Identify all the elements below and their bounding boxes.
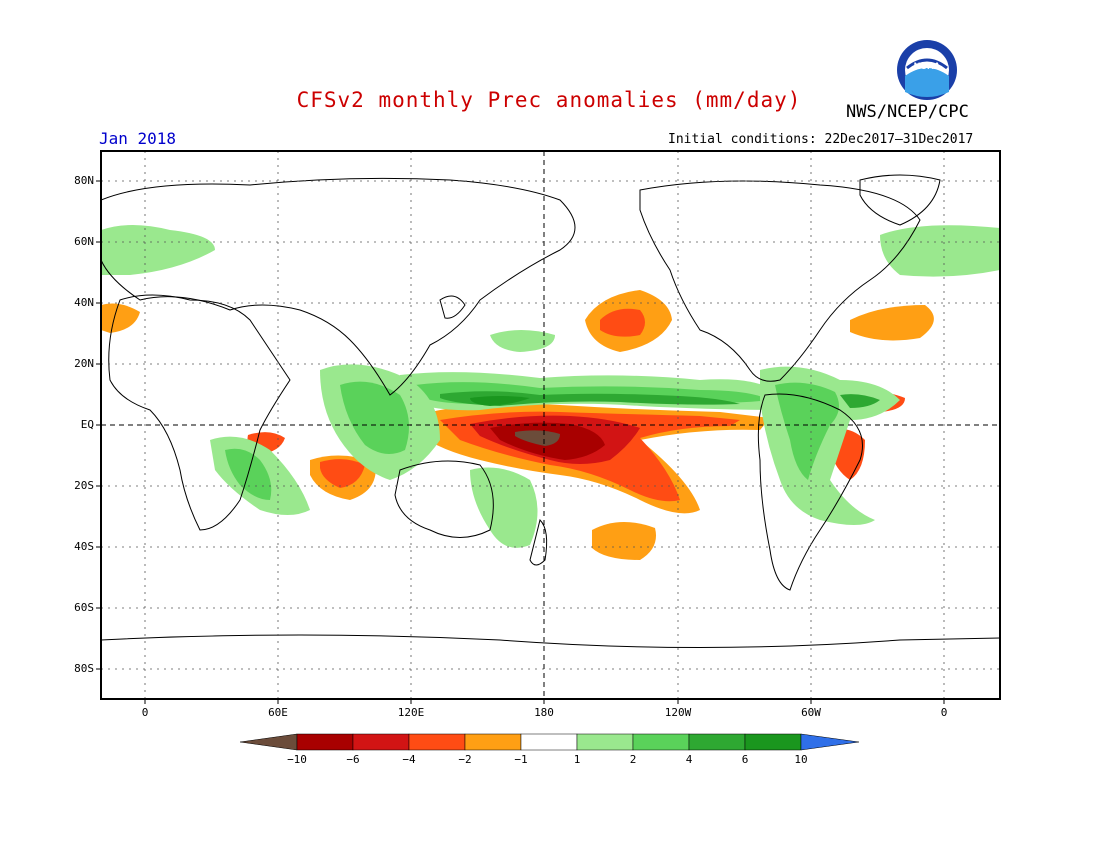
wet-anomaly-north-pacific-max bbox=[470, 396, 530, 406]
coast-antarctica bbox=[101, 634, 1000, 648]
legend-tick-label: 10 bbox=[794, 753, 808, 766]
legend-tick-label: 6 bbox=[741, 753, 749, 766]
lon-label: 60E bbox=[268, 706, 288, 719]
coast-greenland bbox=[859, 174, 941, 226]
lon-label: 180 bbox=[534, 706, 554, 719]
dry-anomaly-nw-atlantic bbox=[850, 305, 934, 341]
dry-anomaly-europe bbox=[101, 303, 140, 333]
wet-anomaly-south-america-core bbox=[775, 382, 839, 480]
wet-anomaly-nw-pacific bbox=[490, 330, 555, 352]
anomaly-shading bbox=[101, 225, 1000, 560]
month-label: Jan 2018 bbox=[99, 129, 177, 148]
coast-australia bbox=[394, 460, 494, 538]
wet-anomaly-australia bbox=[470, 467, 538, 548]
organization-label: NWS/NCEP/CPC bbox=[846, 102, 969, 122]
lat-label: 60S bbox=[74, 601, 94, 614]
coast-north-america bbox=[639, 180, 921, 382]
lat-label: 20S bbox=[74, 479, 94, 492]
coast-japan bbox=[439, 295, 466, 319]
coast-eurasia bbox=[101, 177, 576, 396]
initial-conditions-label: Initial conditions: 22Dec2017–31Dec2017 bbox=[668, 132, 974, 147]
wet-anomaly-atlantic-core bbox=[840, 394, 880, 408]
coastlines bbox=[101, 174, 1000, 648]
lat-label: 20N bbox=[74, 357, 94, 370]
legend-tick-label: −1 bbox=[514, 753, 528, 766]
legend-tick-label: 1 bbox=[573, 753, 581, 766]
lat-label: 40S bbox=[74, 540, 94, 553]
chart-title: CFSv2 monthly Prec anomalies (mm/day) bbox=[0, 88, 1100, 112]
lon-label: 0 bbox=[940, 706, 948, 719]
lat-label: 80N bbox=[74, 174, 94, 187]
legend-tick-label: −2 bbox=[458, 753, 472, 766]
legend-tick-label: −4 bbox=[402, 753, 416, 766]
wet-anomaly-maritime-core bbox=[340, 381, 409, 454]
lon-label: 60W bbox=[801, 706, 821, 719]
wet-anomaly-north-atlantic bbox=[880, 225, 1000, 277]
legend-tick-label: −6 bbox=[346, 753, 360, 766]
chart-title-text: CFSv2 monthly Prec anomalies (mm/day) bbox=[296, 88, 802, 112]
legend-tick-label: 2 bbox=[629, 753, 637, 766]
legend-tick-label: −10 bbox=[287, 753, 307, 766]
legend-tick-label: 4 bbox=[685, 753, 693, 766]
dry-anomaly-indian-core bbox=[320, 459, 365, 488]
dry-anomaly-ne-pacific-core bbox=[600, 308, 645, 337]
coast-south-america bbox=[757, 393, 863, 591]
lat-label: 40N bbox=[74, 296, 94, 309]
axis-ticks bbox=[96, 180, 945, 704]
lon-label: 120W bbox=[664, 706, 692, 719]
lon-label: 120E bbox=[397, 706, 425, 719]
lat-label: 60N bbox=[74, 235, 94, 248]
noaa-logo: NOAA bbox=[897, 40, 957, 100]
wet-anomaly-europe bbox=[101, 225, 215, 275]
lat-label: EQ bbox=[80, 418, 94, 431]
lon-label: 0 bbox=[141, 706, 149, 719]
noaa-logo-text: NOAA bbox=[914, 61, 941, 71]
dry-anomaly-se-pacific bbox=[592, 521, 656, 560]
lat-gridlines bbox=[101, 180, 1000, 670]
lat-label: 80S bbox=[74, 662, 94, 675]
dry-anomaly-extreme bbox=[515, 430, 560, 446]
coast-new-zealand bbox=[529, 519, 548, 566]
